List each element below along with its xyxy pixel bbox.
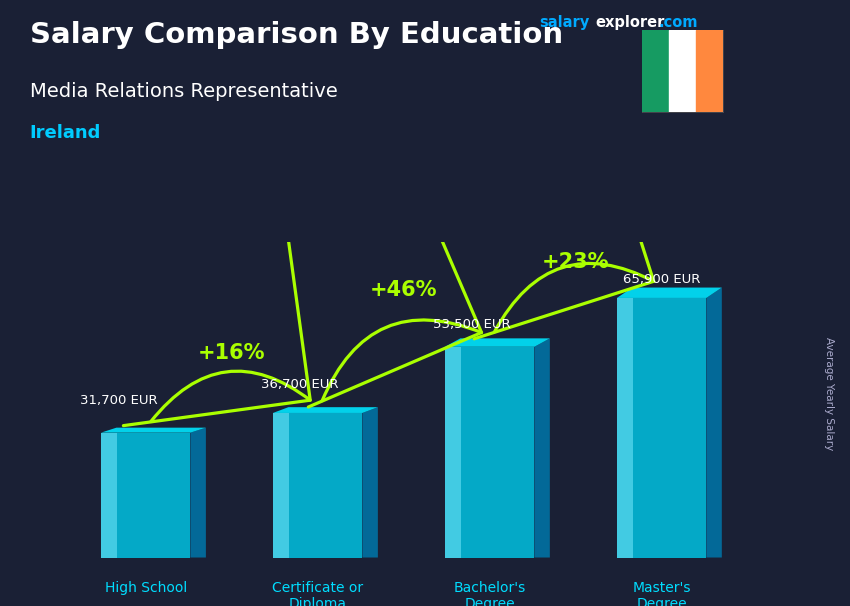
Polygon shape: [362, 407, 378, 558]
Polygon shape: [273, 413, 362, 558]
Polygon shape: [617, 298, 633, 558]
Text: 31,700 EUR: 31,700 EUR: [81, 394, 158, 407]
Polygon shape: [101, 433, 190, 558]
Polygon shape: [273, 413, 289, 558]
Text: salary: salary: [540, 15, 590, 30]
Text: Certificate or
Diploma: Certificate or Diploma: [272, 581, 363, 606]
Polygon shape: [445, 347, 461, 558]
Text: +46%: +46%: [370, 279, 438, 300]
FancyArrowPatch shape: [123, 213, 310, 425]
Polygon shape: [101, 428, 206, 433]
Text: 65,900 EUR: 65,900 EUR: [623, 273, 700, 286]
Text: explorer: explorer: [595, 15, 665, 30]
Text: Average Yearly Salary: Average Yearly Salary: [824, 338, 834, 450]
Bar: [695, 30, 722, 112]
Text: 36,700 EUR: 36,700 EUR: [261, 378, 338, 391]
Polygon shape: [445, 347, 535, 558]
Text: Ireland: Ireland: [30, 124, 101, 142]
Polygon shape: [706, 288, 722, 558]
Polygon shape: [273, 407, 378, 413]
Polygon shape: [535, 338, 550, 558]
Polygon shape: [617, 288, 722, 298]
Polygon shape: [445, 338, 550, 347]
Text: 53,500 EUR: 53,500 EUR: [433, 318, 511, 331]
Text: Master's
Degree: Master's Degree: [632, 581, 691, 606]
Polygon shape: [190, 428, 206, 558]
Text: .com: .com: [659, 15, 698, 30]
Text: +23%: +23%: [542, 252, 609, 272]
Text: High School: High School: [105, 581, 187, 595]
FancyArrowPatch shape: [309, 159, 482, 407]
FancyArrowPatch shape: [474, 102, 654, 339]
Text: +16%: +16%: [198, 342, 265, 363]
Text: Salary Comparison By Education: Salary Comparison By Education: [30, 21, 563, 49]
Polygon shape: [617, 298, 706, 558]
Text: Media Relations Representative: Media Relations Representative: [30, 82, 337, 101]
Text: Bachelor's
Degree: Bachelor's Degree: [454, 581, 526, 606]
Polygon shape: [101, 433, 117, 558]
Bar: [642, 30, 669, 112]
Bar: [669, 30, 695, 112]
